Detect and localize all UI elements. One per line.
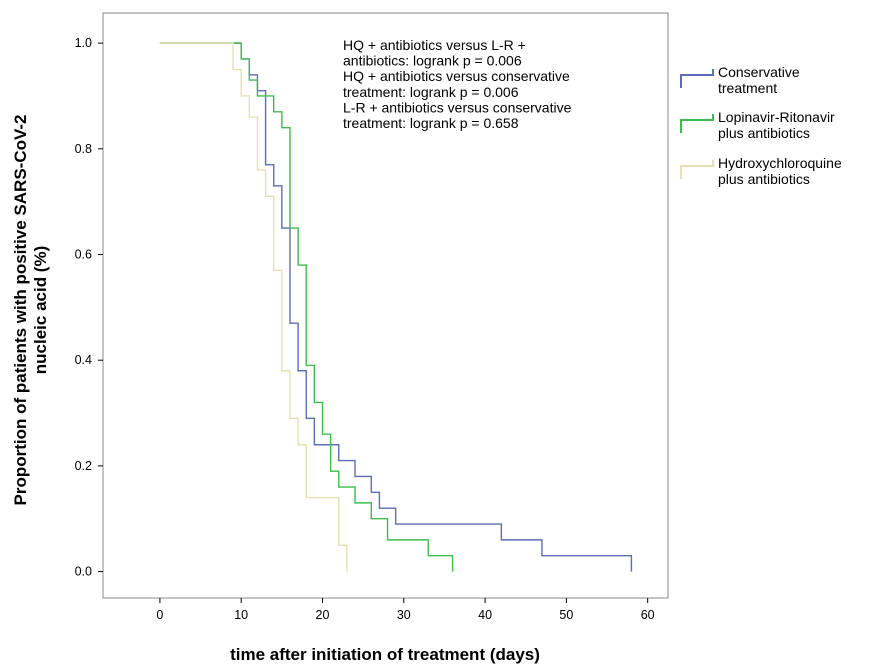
y-axis-title: Proportion of patients with positive SAR… bbox=[11, 114, 50, 505]
y-tick-label: 0.0 bbox=[75, 565, 92, 579]
annotation-line: L-R + antibiotics versus conservative bbox=[343, 99, 572, 115]
x-axis: 0 10 20 30 40 50 60 bbox=[156, 598, 655, 622]
y-tick-label: 0.2 bbox=[75, 459, 92, 473]
series-layer bbox=[159, 42, 633, 572]
legend-label: Conservative bbox=[718, 64, 800, 80]
annotation-line: HQ + antibiotics versus L-R + bbox=[343, 37, 526, 53]
plot-frame bbox=[102, 12, 669, 599]
legend-label: Lopinavir-Ritonavir bbox=[718, 109, 835, 125]
legend-label: treatment bbox=[718, 80, 777, 96]
legend-swatch bbox=[680, 69, 714, 88]
series-line-1 bbox=[159, 42, 633, 572]
x-tick-label: 20 bbox=[316, 608, 330, 622]
annotation-line: treatment: logrank p = 0.658 bbox=[343, 115, 519, 131]
annotation-line: antibiotics: logrank p = 0.006 bbox=[343, 53, 522, 69]
x-tick-label: 60 bbox=[641, 608, 655, 622]
x-tick-label: 0 bbox=[156, 608, 163, 622]
y-axis-title-line-1: Proportion of patients with positive SAR… bbox=[11, 114, 30, 505]
legend-label: plus antibiotics bbox=[718, 171, 810, 187]
annotation-line: HQ + antibiotics versus conservative bbox=[343, 68, 570, 84]
legend-label: plus antibiotics bbox=[718, 125, 810, 141]
legend-swatch bbox=[680, 114, 714, 133]
legend-label: Hydroxychloroquine bbox=[718, 155, 842, 171]
y-tick-label: 0.6 bbox=[75, 248, 92, 262]
x-tick-label: 30 bbox=[397, 608, 411, 622]
series-line-2 bbox=[159, 42, 454, 572]
logrank-annotation: HQ + antibiotics versus L-R + antibiotics… bbox=[343, 37, 572, 131]
x-axis-title: time after initiation of treatment (days… bbox=[230, 645, 540, 664]
y-axis-title-line-2: nucleic acid (%) bbox=[31, 246, 50, 374]
series-line-3 bbox=[159, 42, 348, 572]
y-tick-label: 1.0 bbox=[75, 36, 92, 50]
y-axis: 0.0 0.2 0.4 0.6 0.8 1.0 bbox=[75, 36, 103, 579]
legend-swatch bbox=[680, 160, 714, 179]
x-tick-label: 10 bbox=[234, 608, 248, 622]
annotation-line: treatment: logrank p = 0.006 bbox=[343, 84, 519, 100]
x-tick-label: 40 bbox=[478, 608, 492, 622]
x-tick-label: 50 bbox=[559, 608, 573, 622]
y-tick-label: 0.4 bbox=[75, 353, 92, 367]
y-tick-label: 0.8 bbox=[75, 142, 92, 156]
